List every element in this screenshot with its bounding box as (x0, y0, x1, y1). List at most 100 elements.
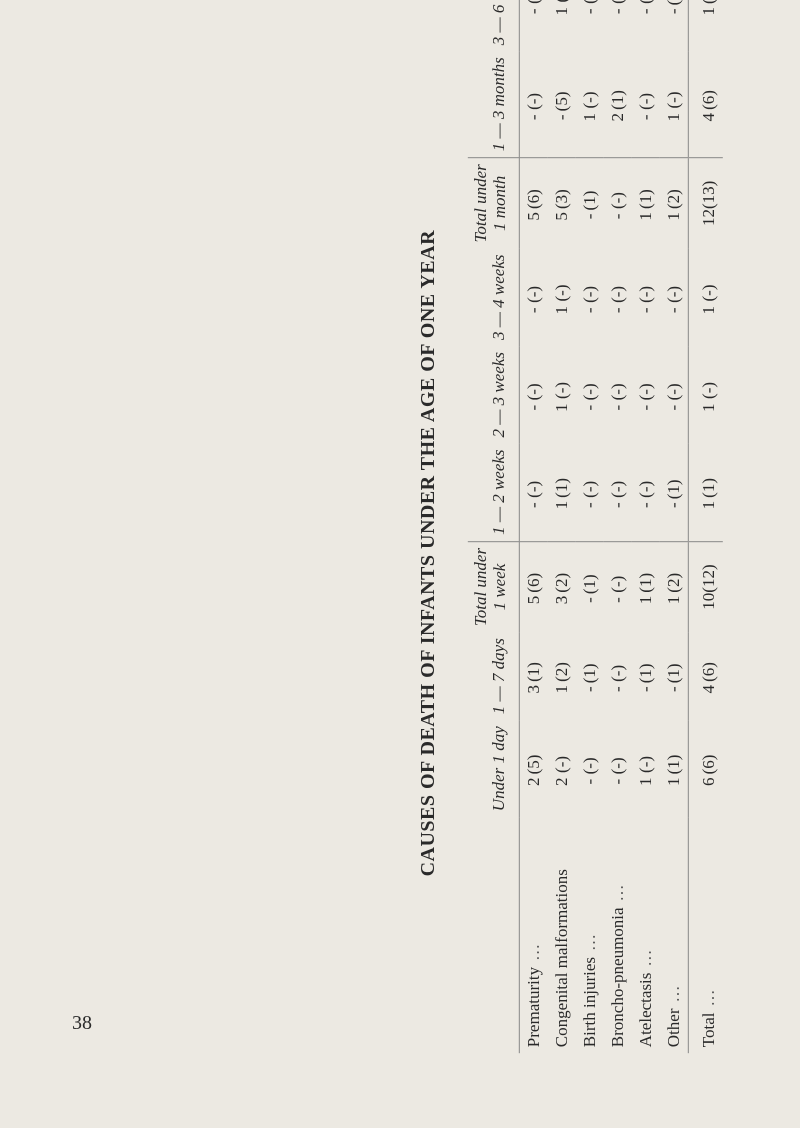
cell-paren: (1) (580, 188, 600, 214)
cell-value: 1 (552, 501, 571, 510)
data-cell: - (-) (604, 158, 632, 249)
cell-value: - (664, 686, 683, 692)
cell-value: - (524, 502, 543, 508)
data-cell: 1 (2) (660, 158, 689, 249)
data-cell: 1 (1) (632, 541, 660, 632)
row-label: Congenital malformations (548, 817, 576, 1053)
cell-value: 1 (664, 212, 683, 221)
data-cell: 5 (6) (520, 541, 549, 632)
data-cell: - (-) (660, 346, 689, 443)
cell-value: 4 (699, 113, 718, 122)
table-row: Other1 (1)- (1)1 (2)- (1)- (-)- (-)1 (2)… (660, 0, 689, 1053)
cell-paren: (-) (608, 188, 628, 214)
data-cell: - (-) (632, 249, 660, 346)
cell-value: - (664, 502, 683, 508)
data-cell: 1 (-) (548, 249, 576, 346)
cell-value: 4 (699, 685, 718, 694)
cell-paren: (1) (580, 571, 600, 597)
cell-value: - (636, 502, 655, 508)
cell-value: 1 (580, 113, 599, 122)
cell-paren: (-) (608, 476, 628, 502)
cell-value: 10 (699, 593, 718, 610)
cell-paren: (3) (699, 0, 719, 7)
data-cell: - (-) (604, 0, 632, 51)
cell-paren: (1) (636, 186, 656, 212)
cell-value: 1 (552, 306, 571, 315)
cell-paren: (-) (636, 281, 656, 307)
cell-value: 1 (636, 596, 655, 605)
cell-value: - (664, 8, 683, 14)
cell-paren: (-) (552, 751, 572, 777)
row-label: Birth injuries (576, 817, 604, 1053)
data-cell: - (-) (520, 249, 549, 346)
cell-paren: (-) (580, 379, 600, 405)
data-cell: - (-) (604, 541, 632, 632)
cell-value: 1 (699, 501, 718, 510)
data-cell: - (1) (632, 632, 660, 720)
cell-value: - (664, 405, 683, 411)
cell-value: - (636, 686, 655, 692)
cell-paren: (2) (552, 570, 572, 596)
cell-paren: (2) (664, 570, 684, 596)
data-cell: 1 (-) (632, 720, 660, 817)
cell-paren: (-) (664, 379, 684, 405)
column-header: 3 — 6 months (468, 0, 520, 51)
row-label: Broncho-pneumonia (604, 817, 632, 1053)
column-header: 2 — 3 weeks (468, 346, 520, 443)
total-row: Total6 (6)4 (6)10 (12)1 (1)1 (-)1 (-)12 … (689, 0, 724, 1053)
table-row: Congenital malformations2 (-)1 (2)3 (2)1… (548, 0, 576, 1053)
data-cell: - (-) (576, 249, 604, 346)
cell-value: 1 (664, 596, 683, 605)
cell-paren: (1) (580, 660, 600, 686)
data-cell: - (-) (604, 720, 632, 817)
cell-paren: (5) (524, 751, 544, 777)
data-cell: - (-) (576, 346, 604, 443)
cell-paren: (6) (524, 186, 544, 212)
column-header: 1 — 3 months (468, 51, 520, 157)
data-cell: 1 (-) (548, 346, 576, 443)
cell-paren: (6) (524, 570, 544, 596)
cell-value: - (580, 307, 599, 313)
table-row: Prematurity2 (5)3 (1)5 (6)- (-)- (-)- (-… (520, 0, 549, 1053)
data-cell: - (-) (520, 443, 549, 541)
data-cell: 1 (1) (632, 158, 660, 249)
cell-value: 3 (524, 685, 543, 694)
cell-paren: (-) (636, 88, 656, 114)
page: 38 CAUSES OF DEATH OF INFANTS UNDER THE … (0, 0, 800, 1128)
cell-value: 1 (552, 403, 571, 412)
cell-paren: (-) (664, 281, 684, 307)
cell-value: 1 (699, 7, 718, 16)
page-number: 38 (72, 1012, 92, 1035)
data-cell: 2 (5) (520, 720, 549, 817)
data-cell: - (-) (632, 51, 660, 157)
cell-value: 1 (636, 777, 655, 786)
cell-value: 3 (552, 596, 571, 605)
cell-value: - (524, 405, 543, 411)
cell-paren: (1) (664, 476, 684, 502)
cell-value: - (664, 307, 683, 313)
data-cell: 3 (2) (548, 541, 576, 632)
cell-value: 2 (608, 113, 627, 122)
data-cell: 1 (2) (548, 632, 576, 720)
data-cell: 1 (1) (660, 720, 689, 817)
data-cell: - (-) (604, 632, 632, 720)
cell-value: - (580, 502, 599, 508)
data-cell: 4 (6) (689, 632, 724, 720)
cell-value: - (580, 779, 599, 785)
cell-paren: (12) (699, 564, 719, 592)
data-cell: - (1) (576, 158, 604, 249)
data-cell: - (-) (520, 0, 549, 51)
data-cell: 10 (12) (689, 541, 724, 632)
cell-paren: (-) (524, 379, 544, 405)
cell-paren: (-) (608, 660, 628, 686)
data-cell: - (-) (520, 346, 549, 443)
table-head: Under 1 day1 — 7 daysTotal under1 week1 … (468, 0, 520, 1053)
cell-paren: (1) (636, 570, 656, 596)
cell-paren: (-) (636, 0, 656, 8)
cell-paren: (-) (636, 476, 656, 502)
data-cell: - (-) (520, 51, 549, 157)
cell-paren: (-) (699, 280, 719, 306)
cell-value: - (580, 597, 599, 603)
data-cell: 1 (3) (689, 0, 724, 51)
cell-paren: (-) (608, 571, 628, 597)
